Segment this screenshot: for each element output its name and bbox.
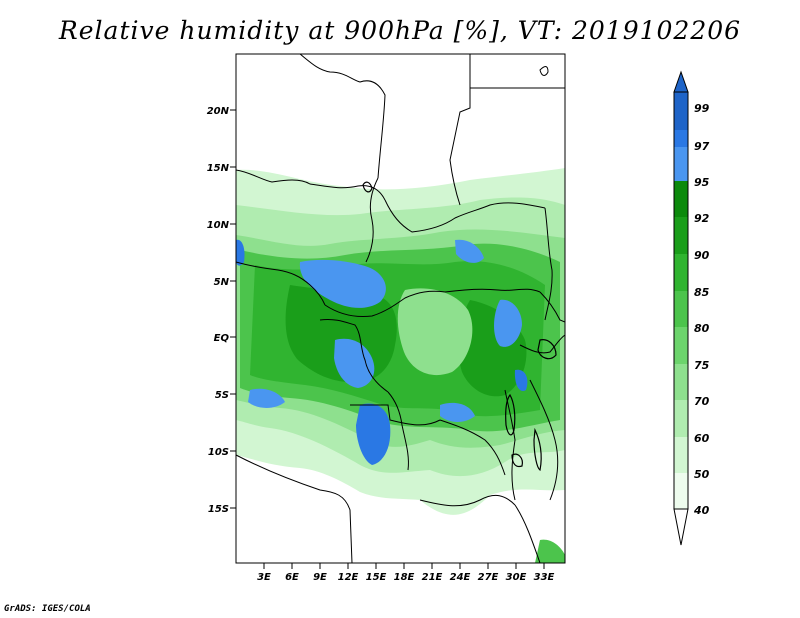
lat-label-5n: 5N: [214, 277, 230, 288]
rh-95-patch-gabon: [334, 338, 375, 388]
colorbar-swatch-50-60: [674, 437, 688, 473]
colorbar-swatch-92-95: [674, 181, 688, 217]
lon-label-33e: 33E: [534, 572, 555, 583]
map-frame: [235, 53, 566, 564]
colorbar-label-99: 99: [694, 102, 710, 115]
lon-label-9e: 9E: [313, 572, 327, 583]
rh-95-patch-east: [494, 299, 522, 347]
lake-outlines: [362, 181, 557, 471]
colorbar-label-92: 92: [694, 212, 710, 225]
lon-label-18e: 18E: [394, 572, 415, 583]
grads-credit: GrADS: IGES/COLA: [4, 604, 91, 614]
rh-south-tail: [535, 539, 565, 563]
humidity-field: [236, 54, 565, 563]
rh-95-patch-car: [455, 239, 484, 263]
colorbar-label-60: 60: [694, 432, 710, 445]
lat-label-15s: 15S: [208, 504, 229, 515]
rh-97-patch-angola: [356, 403, 391, 465]
rh-97-patch-edge: [236, 239, 245, 266]
lat-label-20n: 20N: [207, 106, 230, 117]
lon-label-6e: 6E: [285, 572, 299, 583]
lon-label-30e: 30E: [506, 572, 527, 583]
colorbar-label-70: 70: [694, 395, 710, 408]
colorbar-label-85: 85: [694, 286, 710, 299]
colorbar-frame: [673, 91, 689, 510]
map-title: Relative humidity at 900hPa [%], VT: 201…: [58, 16, 742, 45]
rh-97-patch-lakes: [514, 369, 528, 392]
colorbar-label-50: 50: [694, 468, 710, 481]
lon-label-27e: 27E: [478, 572, 499, 583]
lat-label-15n: 15N: [207, 163, 230, 174]
lat-label-10s: 10S: [208, 447, 229, 458]
lat-label-eq: EQ: [214, 333, 230, 344]
colorbar-swatch-90-92: [674, 217, 688, 254]
lat-label-10n: 10N: [207, 220, 230, 231]
lat-axis: 20N 15N 10N 5N EQ 5S 10S 15S: [207, 106, 236, 515]
colorbar-top-arrow: [673, 70, 689, 93]
lon-label-15e: 15E: [366, 572, 387, 583]
colorbar-label-80: 80: [694, 322, 710, 335]
lon-label-24e: 24E: [450, 572, 471, 583]
colorbar-label-75: 75: [694, 359, 710, 372]
colorbar-label-90: 90: [694, 249, 710, 262]
colorbar-swatch-70-75: [674, 364, 688, 400]
colorbar-label-40: 40: [693, 504, 710, 517]
coast-fragment: [539, 66, 549, 76]
rh-95-patch-katanga: [440, 402, 475, 422]
rh-95-patch-cameroon: [299, 259, 386, 308]
colorbar-bottom-arrow: [673, 508, 689, 546]
colorbar: 99 97 95 92 90 85 80 75 70 60 50 40: [673, 70, 710, 546]
colorbar-swatch-95-97: [674, 130, 688, 147]
colorbar-swatch-95: [674, 147, 688, 181]
rh-95-patch-atlantic: [248, 388, 285, 408]
colorbar-swatch-40-50: [674, 473, 688, 509]
colorbar-label-95: 95: [694, 176, 710, 189]
colorbar-swatch-80-85: [674, 291, 688, 327]
lat-label-5s: 5S: [215, 390, 229, 401]
lon-label-3e: 3E: [257, 572, 271, 583]
rh-dry-pocket: [397, 288, 473, 376]
lon-label-12e: 12E: [338, 572, 359, 583]
lon-label-21e: 21E: [422, 572, 443, 583]
colorbar-swatch-85-90: [674, 254, 688, 291]
colorbar-label-97: 97: [694, 140, 710, 153]
lon-axis: 3E 6E 9E 12E 15E 18E 21E 24E 27E 30E 33E: [257, 563, 555, 583]
country-borders: [236, 54, 565, 563]
colorbar-swatch-60-70: [674, 400, 688, 437]
colorbar-swatch-75-80: [674, 327, 688, 364]
map-panel: 20N 15N 10N 5N EQ 5S 10S 15S: [207, 53, 566, 583]
colorbar-swatch-97-99: [674, 92, 688, 130]
